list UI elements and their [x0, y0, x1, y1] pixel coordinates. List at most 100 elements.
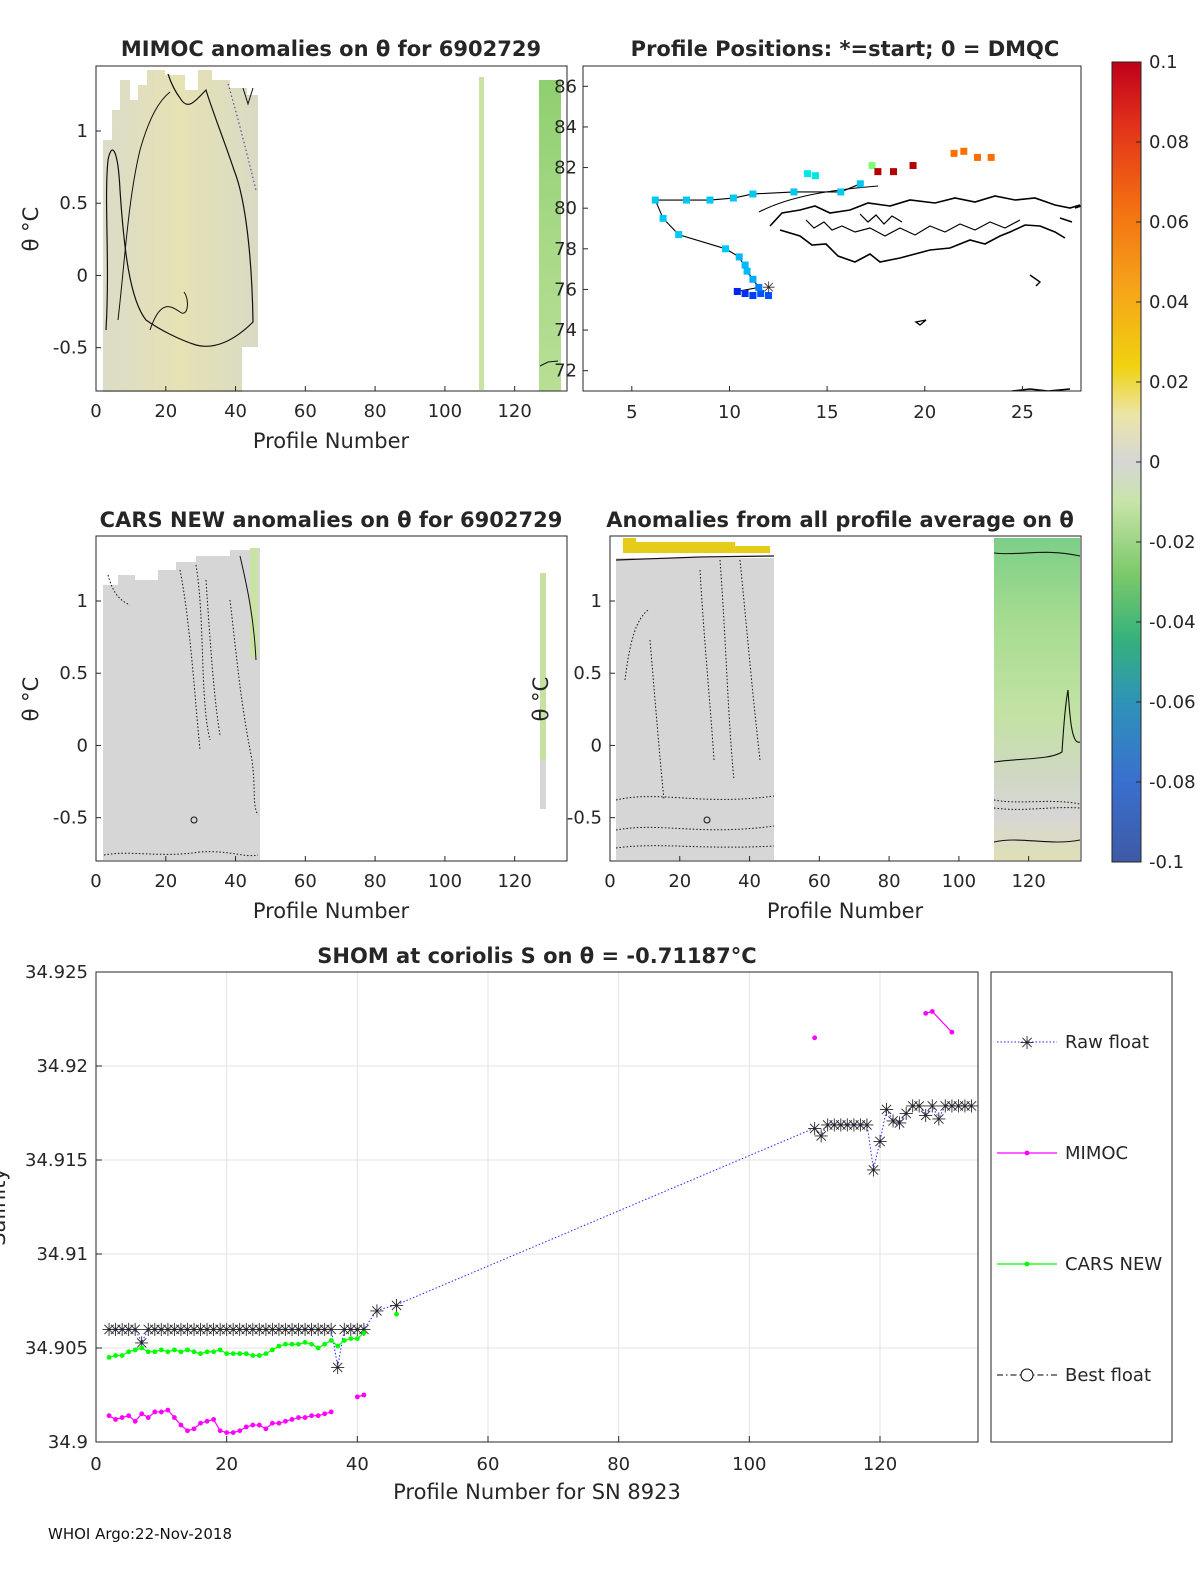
allavg-xlabel: Profile Number: [767, 899, 924, 923]
data-point: ✳: [833, 1115, 848, 1136]
data-point: ✳: [304, 1320, 319, 1341]
data-point: [354, 1336, 360, 1341]
data-point: [113, 1417, 118, 1422]
legend-label: Raw float: [1065, 1032, 1149, 1053]
data-point: ✳: [265, 1320, 280, 1341]
series-line: [108, 1332, 365, 1358]
coastline: [769, 195, 1081, 391]
profile-marker: [960, 147, 968, 155]
cars-xtick-label: 0: [90, 871, 101, 892]
data-point: ✳: [337, 1320, 352, 1341]
data-point: ✳: [141, 1320, 156, 1341]
profile-marker: [973, 153, 981, 161]
salinity-xtick-label: 120: [863, 1454, 897, 1475]
data-point: [289, 1417, 295, 1422]
positions-ytick-label: 84: [554, 117, 577, 138]
profile-marker: [733, 287, 741, 295]
colorbar-tick-label: -0.1: [1149, 852, 1184, 873]
data-point: [250, 1353, 256, 1358]
profile-marker: [651, 196, 659, 204]
profile-marker: [909, 162, 917, 170]
positions-ytick-label: 86: [554, 76, 577, 97]
positions-ytick-label: 82: [554, 158, 577, 179]
allavg-heatmap: [615, 538, 1081, 860]
salinity-y-axis: 34.9 34.905 34.91 34.915 34.92 34.925: [25, 962, 102, 1453]
profile-marker: [706, 196, 714, 204]
positions-xtick-label: 20: [913, 402, 936, 423]
data-point: [322, 1411, 328, 1417]
data-point: [361, 1330, 367, 1336]
mimoc-ytick-label: 0.5: [59, 193, 88, 214]
legend-item: Best float: [997, 1365, 1151, 1386]
mimoc-ylabel: θ °C: [19, 207, 43, 252]
data-point: [341, 1338, 347, 1343]
data-point: [354, 1394, 360, 1400]
positions-y-axis: 72 74 76 78 80 82 84 86: [554, 76, 588, 382]
data-point: ✳: [147, 1320, 162, 1341]
data-point: ✳: [899, 1104, 914, 1125]
colorbar: -0.1 -0.08 -0.06 -0.04 -0.02 0 0.02 0.04 0.06 0.0…: [1111, 52, 1196, 873]
data-point: ✳: [324, 1320, 339, 1341]
cars-xtick-label: 80: [364, 871, 387, 892]
data-point: [302, 1339, 308, 1345]
data-point: ✳: [892, 1113, 907, 1134]
profile-marker: [735, 253, 743, 261]
profile-marker: [950, 149, 958, 157]
salinity-ylabel: Salinity: [0, 1168, 10, 1246]
data-point: ✳: [820, 1115, 835, 1136]
data-point: [812, 1035, 818, 1041]
data-point: [263, 1351, 269, 1357]
data-point: ✳: [912, 1096, 927, 1117]
mimoc-ytick-label: -0.5: [53, 338, 88, 359]
data-point: ✳: [278, 1320, 293, 1341]
data-point: ✳: [886, 1112, 901, 1133]
colorbar-tick-label: -0.08: [1149, 772, 1196, 793]
data-point: ✳: [317, 1320, 332, 1341]
data-point: ✳: [232, 1320, 247, 1341]
series-cars-new: [106, 1311, 399, 1360]
salinity-legend: ✳ Raw float MIMOC CARS NEW Best float: [990, 971, 1173, 1443]
data-point: [296, 1341, 301, 1347]
data-point: [929, 1009, 935, 1014]
profile-marker: [743, 267, 751, 275]
legend-marker: [1020, 1368, 1034, 1382]
data-point: [158, 1409, 164, 1415]
colorbar-tick-label: -0.04: [1149, 612, 1196, 633]
data-point: [224, 1430, 230, 1435]
data-point: [204, 1349, 210, 1355]
data-point: [283, 1418, 288, 1424]
data-point: [348, 1336, 354, 1341]
data-point: ✳: [167, 1320, 182, 1341]
profile-marker: [749, 190, 757, 198]
allavg-xtick-label: 80: [878, 871, 901, 892]
cars-xtick-label: 100: [428, 871, 462, 892]
positions-ytick-label: 72: [554, 361, 577, 382]
profile-marker: [722, 245, 730, 253]
data-point: ✳: [226, 1320, 241, 1341]
allavg-ytick-label: 0: [591, 735, 602, 756]
data-point: [152, 1409, 158, 1415]
cars-y-axis: -0.5 0 0.5 1: [53, 591, 101, 829]
cars-title: CARS NEW anomalies on θ for 6902729: [100, 508, 563, 532]
data-point: [328, 1409, 334, 1415]
start-marker: ✳: [762, 278, 775, 297]
mimoc-ytick-label: 0: [77, 265, 88, 286]
salinity-ytick-label: 34.91: [36, 1244, 88, 1265]
data-point: [230, 1351, 236, 1357]
cars-ytick-label: -0.5: [53, 808, 88, 829]
data-point: [172, 1415, 177, 1420]
data-point: ✳: [931, 1110, 946, 1131]
profile-marker: [868, 162, 876, 170]
data-point: ✳: [343, 1320, 358, 1341]
colorbar-ticks: -0.1 -0.08 -0.06 -0.04 -0.02 0 0.02 0.04 0.06 0.0…: [1136, 52, 1196, 873]
cars-ylabel: θ °C: [19, 677, 43, 722]
data-point: [270, 1347, 275, 1353]
data-point: [185, 1347, 190, 1353]
data-point: [315, 1345, 321, 1351]
data-point: [165, 1407, 171, 1413]
data-point: ✳: [271, 1320, 286, 1341]
data-point: [152, 1349, 158, 1355]
cars-xtick-label: 20: [154, 871, 177, 892]
data-point: [178, 1349, 184, 1355]
data-point: [198, 1351, 203, 1357]
